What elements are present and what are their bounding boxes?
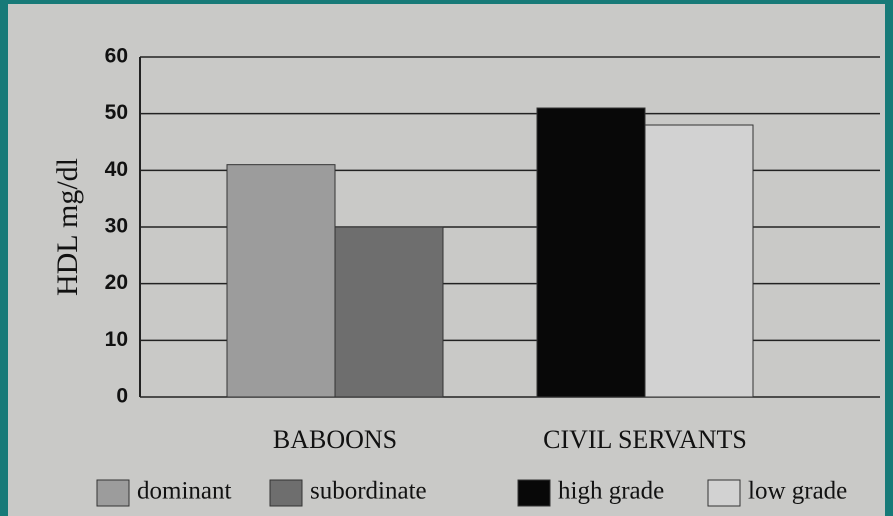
y-tick-label: 0 [116,385,128,408]
bar [334,226,444,398]
y-tick-label: 30 [105,215,128,238]
legend-swatch [517,479,551,507]
bar [644,124,754,398]
x-tick-label: BABOONS [273,425,397,454]
y-tick-label: 60 [105,45,128,68]
bar [226,164,336,398]
legend-label: subordinate [310,478,427,505]
x-tick-label: CIVIL SERVANTS [543,425,747,454]
legend-label: low grade [748,478,847,505]
y-axis-label: HDL mg/dl [51,158,84,296]
legend-swatch [269,479,303,507]
y-tick-label: 50 [105,101,128,124]
legend-label: dominant [137,478,231,505]
bar [536,107,646,398]
legend-label: high grade [558,478,664,505]
legend-swatch [707,479,741,507]
legend-swatch [96,479,130,507]
y-tick-label: 10 [105,328,128,351]
y-tick-label: 40 [105,158,128,181]
y-tick-label: 20 [105,271,128,294]
